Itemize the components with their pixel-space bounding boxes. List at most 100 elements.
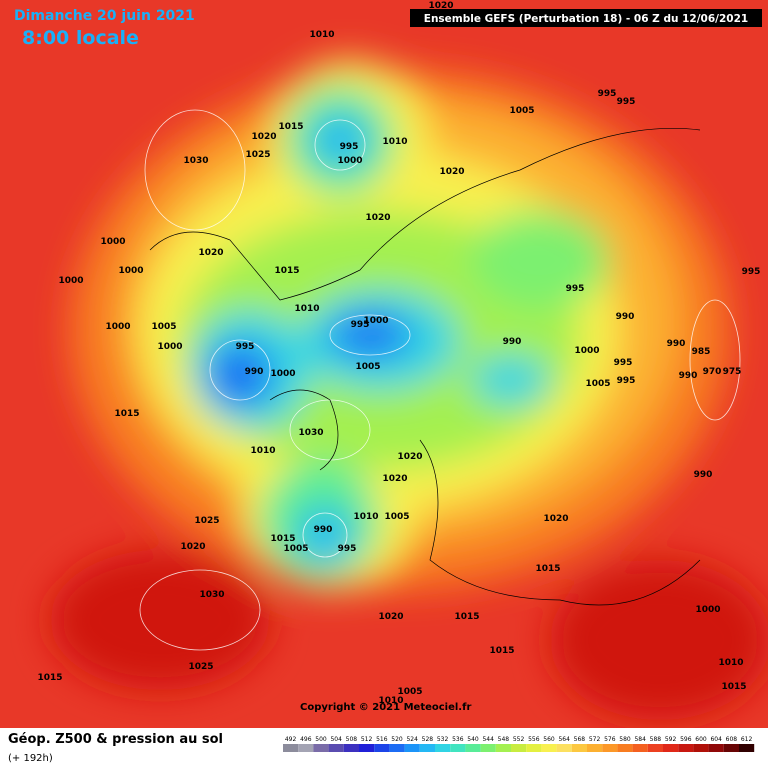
scale-label: 508: [346, 736, 358, 743]
isobar-label: 1000: [574, 346, 599, 356]
isobar-label: 1020: [365, 213, 390, 223]
time: 8:00 locale: [22, 27, 139, 49]
isobar-label: 1010: [378, 696, 403, 706]
isobar-label: 1010: [718, 658, 743, 668]
scale-swatch: [511, 744, 527, 752]
scale-label: 560: [543, 736, 555, 743]
scale-label: 576: [604, 736, 616, 743]
isobar-label: 1000: [363, 316, 388, 326]
scale-label: 512: [361, 736, 373, 743]
scale-label: 536: [452, 736, 464, 743]
isobar-label: 1025: [194, 516, 219, 526]
scale-swatch: [480, 744, 496, 752]
scale-swatch: [556, 744, 572, 752]
scale-swatch: [389, 744, 405, 752]
isobar-label: 1005: [355, 362, 380, 372]
scale-label: 516: [376, 736, 388, 743]
scale-label: 568: [574, 736, 586, 743]
scale-label: 504: [330, 736, 342, 743]
header-box: [410, 9, 762, 27]
isobar-label: 1010: [382, 137, 407, 147]
isobar-label: 985: [692, 347, 711, 357]
footer-lead: (+ 192h): [8, 753, 53, 764]
scale-swatch: [541, 744, 557, 752]
isobar-label: 1000: [337, 156, 362, 166]
isobar-label: 1010: [294, 304, 319, 314]
scale-swatch: [647, 744, 663, 752]
scale-swatch: [571, 744, 587, 752]
isobar-label: 995: [598, 89, 617, 99]
isobar-label: 1005: [397, 687, 422, 697]
scale-swatch: [663, 744, 679, 752]
scale-swatch: [283, 744, 299, 752]
scale-label: 592: [665, 736, 677, 743]
scale-label: 496: [300, 736, 312, 743]
scale-label: 596: [680, 736, 692, 743]
scale-label: 548: [498, 736, 510, 743]
copyright: Copyright © 2021 Meteociel.fr: [300, 702, 471, 713]
isobar-label: 1015: [489, 646, 514, 656]
scale-swatch: [435, 744, 451, 752]
scale-label: 540: [467, 736, 479, 743]
scale-label: 520: [391, 736, 403, 743]
isobar-label: 1000: [157, 342, 182, 352]
isobar-label: 1015: [721, 682, 746, 692]
isobar-label: 1020: [439, 167, 464, 177]
isobar-label: 1015: [454, 612, 479, 622]
scale-label: 600: [695, 736, 707, 743]
isobar-label: 1000: [100, 237, 125, 247]
scale-label: 608: [726, 736, 738, 743]
isobar-label: 995: [566, 284, 585, 294]
scale-swatch: [404, 744, 420, 752]
isobar-label: 1000: [105, 322, 130, 332]
scale-label: 500: [315, 736, 327, 743]
scale-swatch: [313, 744, 329, 752]
isobar-label: 1025: [245, 150, 270, 160]
isobar-label: 1010: [353, 512, 378, 522]
scale-swatch: [587, 744, 603, 752]
isobar-label: 1010: [309, 30, 334, 40]
scale-swatch: [374, 744, 390, 752]
isobar-label: 1015: [274, 266, 299, 276]
isobar-label: 1020: [397, 452, 422, 462]
isobar-label: 995: [742, 267, 761, 277]
scale-label: 524: [406, 736, 418, 743]
isobar-label: 1015: [37, 673, 62, 683]
isobar-label: 1000: [695, 605, 720, 615]
isobar-label: 975: [723, 367, 742, 377]
isobar-label: 990: [694, 470, 713, 480]
scale-label: 584: [634, 736, 646, 743]
isobar-label: 995: [340, 142, 359, 152]
isobar-label: 990: [616, 312, 635, 322]
isobar-label: 990: [667, 339, 686, 349]
model-run: Ensemble GEFS (Perturbation 18) - 06 Z d…: [424, 13, 748, 25]
isobar-label: 1000: [118, 266, 143, 276]
isobar-label: 1010: [250, 446, 275, 456]
isobar-label: 995: [351, 320, 370, 330]
scale-swatch: [693, 744, 709, 752]
scale-swatch: [328, 744, 344, 752]
isobar-label: 970: [703, 367, 722, 377]
isobar-label: 1005: [509, 106, 534, 116]
scale-swatch: [419, 744, 435, 752]
scale-swatch: [465, 744, 481, 752]
isobar-label: 1030: [183, 156, 208, 166]
scale-label: 528: [422, 736, 434, 743]
scale-label: 588: [650, 736, 662, 743]
isobar-label: 1020: [382, 474, 407, 484]
isobar-label: 995: [338, 544, 357, 554]
isobar-label: 1020: [378, 612, 403, 622]
scale-swatch: [723, 744, 739, 752]
isobar-label: 1015: [535, 564, 560, 574]
isobar-label: 990: [245, 367, 264, 377]
scale-swatch: [678, 744, 694, 752]
isobar-label: 1015: [114, 409, 139, 419]
footer-title: Géop. Z500 & pression au sol: [8, 732, 223, 747]
isobar-label: 1005: [283, 544, 308, 554]
scale-swatch: [298, 744, 314, 752]
date: Dimanche 20 juin 2021: [14, 8, 195, 24]
scale-swatch: [359, 744, 375, 752]
isobar-label: 1005: [585, 379, 610, 389]
scale-label: 532: [437, 736, 449, 743]
